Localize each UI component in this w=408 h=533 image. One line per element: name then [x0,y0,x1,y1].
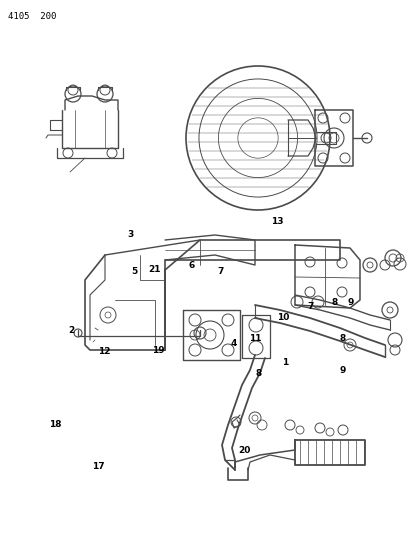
Text: 8: 8 [331,298,338,306]
Text: 13: 13 [271,217,284,225]
Text: 7: 7 [308,302,314,311]
Text: 11: 11 [249,334,261,343]
Text: 21: 21 [148,265,160,274]
Text: 2: 2 [68,326,75,335]
Text: 4105  200: 4105 200 [8,12,56,21]
Text: 10: 10 [277,313,290,321]
Text: 8: 8 [256,369,262,377]
Text: 5: 5 [131,268,138,276]
Text: 1: 1 [282,358,289,367]
Text: 17: 17 [92,462,104,471]
Text: 6: 6 [188,261,195,270]
Text: 7: 7 [217,268,224,276]
Text: 9: 9 [339,366,346,375]
Text: 20: 20 [239,446,251,455]
Text: 19: 19 [152,346,164,354]
Text: 4: 4 [230,340,237,348]
Text: 18: 18 [49,421,61,429]
Text: 12: 12 [98,348,110,356]
Text: 9: 9 [348,298,354,306]
Text: 8: 8 [339,334,346,343]
Text: 3: 3 [127,230,134,239]
